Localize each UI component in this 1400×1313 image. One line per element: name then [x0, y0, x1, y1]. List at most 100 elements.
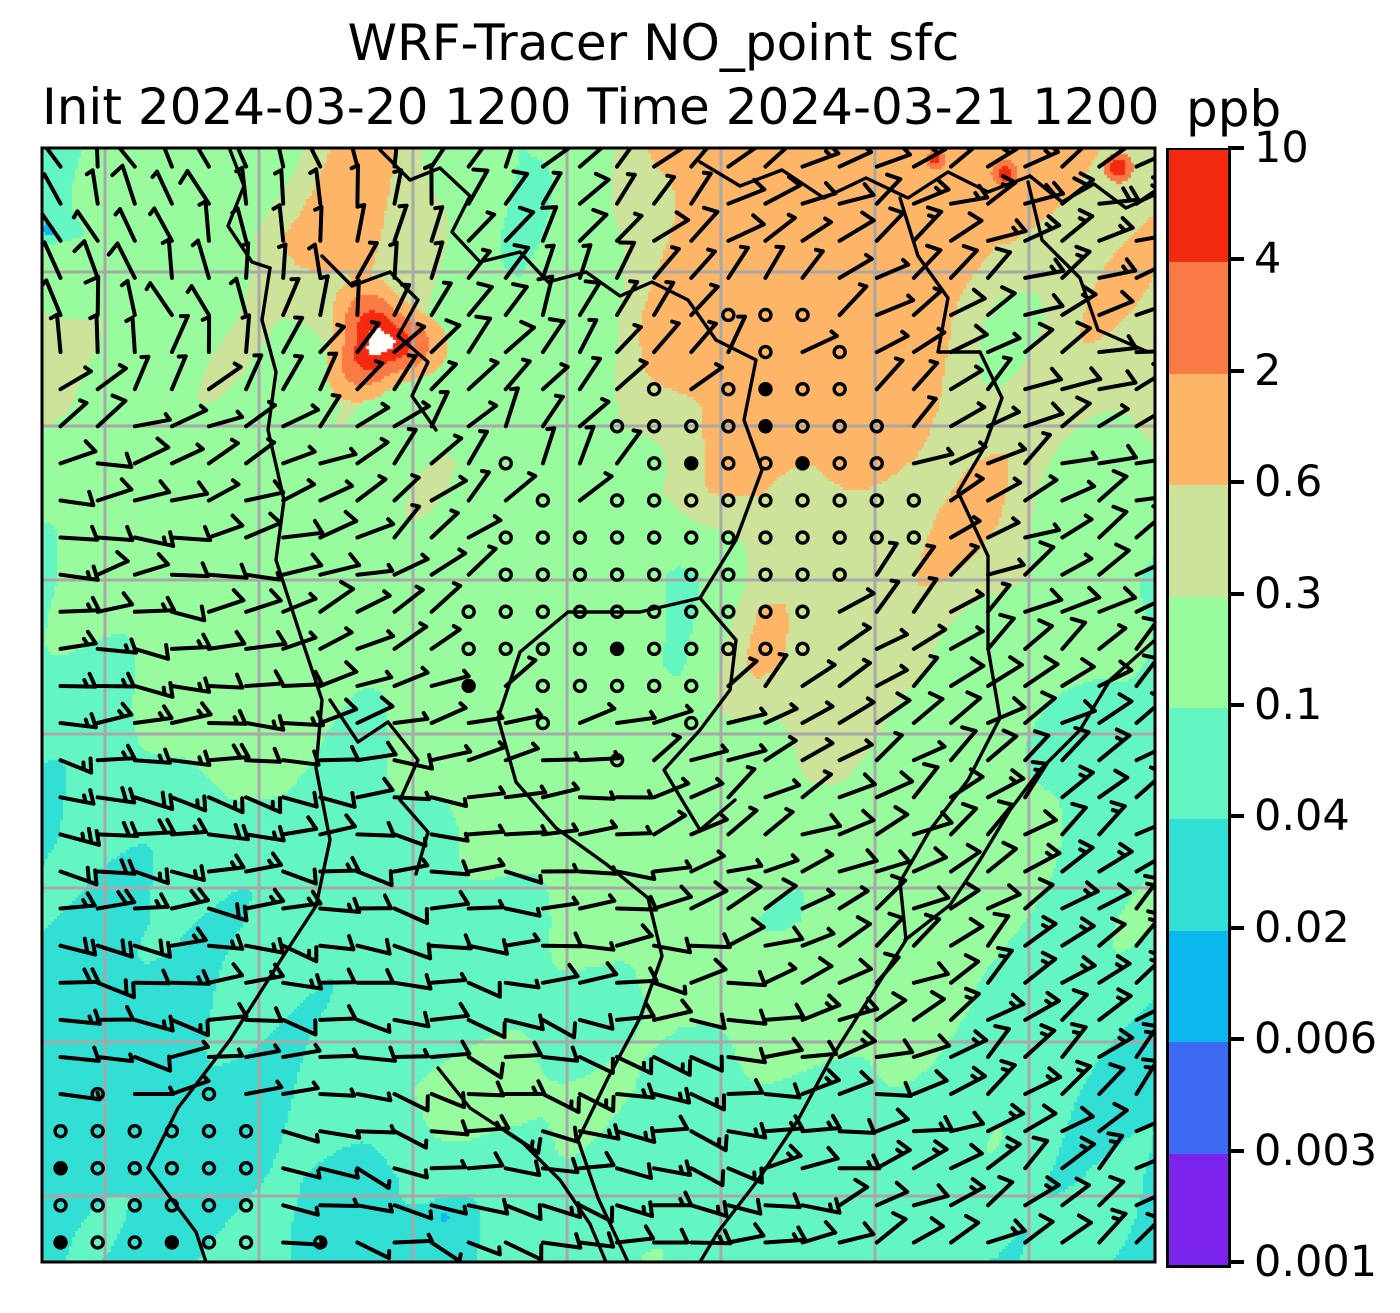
wind-barb: [615, 279, 640, 317]
wind-barb: [503, 205, 536, 243]
wind-barb: [1023, 655, 1060, 688]
wind-barb: [58, 756, 94, 775]
calm-circle: [201, 1161, 217, 1176]
wind-barb: [726, 1121, 768, 1140]
wind-barb: [949, 725, 978, 763]
wind-barb: [1023, 522, 1061, 540]
wind-barb: [84, 168, 100, 206]
calm-circle: [461, 678, 476, 694]
calm-circle: [90, 1161, 105, 1176]
wind-barb: [95, 743, 137, 763]
wind-barb: [540, 1045, 580, 1063]
wind-barb: [318, 351, 339, 392]
wind-barb: [1134, 458, 1155, 466]
wind-barb: [689, 170, 713, 206]
wind-barb: [466, 469, 491, 503]
wind-barb: [429, 433, 464, 466]
wind-barb: [652, 1055, 693, 1077]
calm-circle: [721, 604, 736, 619]
wind-barb: [540, 1201, 582, 1220]
wind-barb: [244, 1079, 284, 1096]
wind-barb: [1097, 768, 1130, 800]
wind-barb: [392, 711, 430, 725]
wind-barb: [244, 851, 284, 874]
wind-barb: [429, 1001, 470, 1022]
wind-barb: [689, 1054, 724, 1073]
wind-barb: [132, 412, 172, 429]
calm-circle: [535, 530, 551, 545]
wind-barb: [837, 1221, 876, 1245]
wind-barb: [1023, 1213, 1055, 1245]
wind-barb: [837, 182, 876, 206]
wind-barb: [503, 1159, 542, 1178]
wind-barb: [132, 704, 174, 725]
wind-barb: [986, 476, 1023, 503]
wind-barb: [350, 278, 361, 317]
chart-title: WRF-Tracer NO_point sfc: [347, 14, 960, 72]
wind-barb: [281, 790, 319, 809]
wind-barb: [726, 765, 757, 800]
wind-barb: [1097, 185, 1141, 206]
wind-barb: [503, 357, 532, 392]
wind-barb: [48, 312, 63, 355]
wind-barb: [540, 781, 580, 800]
wind-barb: [986, 612, 1016, 651]
wind-barb: [689, 1012, 727, 1031]
wind-barb: [355, 436, 390, 466]
wind-barb: [1060, 699, 1097, 725]
wind-barb: [466, 148, 486, 169]
wind-barb: [577, 355, 603, 392]
wind-barb: [95, 701, 134, 725]
calm-circle: [646, 678, 662, 694]
calm-circle: [572, 678, 588, 694]
wind-barb: [726, 244, 750, 280]
wind-barb: [244, 824, 286, 843]
wind-barb: [244, 353, 264, 392]
wind-barb: [277, 242, 288, 280]
colorbar-tick-label: 0.02: [1254, 902, 1350, 953]
wind-barb: [911, 961, 950, 985]
wind-barb: [392, 282, 412, 317]
wind-barb: [577, 471, 614, 503]
wind-barb: [726, 177, 767, 206]
wind-barb: [800, 769, 833, 800]
wind-barb: [1023, 729, 1051, 763]
wind-barb: [318, 322, 346, 355]
wind-barb: [1060, 1176, 1091, 1208]
wind-barb: [355, 203, 367, 243]
calm-circle: [572, 604, 588, 619]
wind-barb: [169, 525, 213, 543]
wind-barb: [466, 980, 502, 999]
wind-barb: [986, 355, 1013, 392]
wind-barb: [318, 479, 355, 503]
wind-barb: [169, 1039, 210, 1059]
wind-barb: [540, 1017, 578, 1040]
wind-barb: [763, 1143, 803, 1171]
wind-barb: [169, 749, 212, 767]
wind-barb: [726, 1166, 764, 1185]
wind-barb: [911, 1069, 949, 1096]
wind-barb: [652, 1114, 690, 1134]
wind-barb: [986, 174, 1018, 206]
wind-barb: [652, 980, 688, 996]
wind-barb: [1060, 616, 1088, 651]
wind-barb: [800, 1145, 840, 1171]
wind-barb: [392, 1129, 429, 1150]
wind-barb: [986, 945, 1014, 985]
wind-barb: [874, 1038, 915, 1059]
wind-barb: [355, 562, 395, 577]
wind-barb: [1060, 208, 1095, 243]
wind-barb: [429, 1158, 468, 1171]
wind-barb: [392, 1203, 434, 1221]
wind-barb: [1023, 1023, 1057, 1059]
wind-barb: [318, 1166, 360, 1180]
wind-barb: [503, 319, 536, 355]
wind-barb: [986, 285, 1017, 317]
calm-circle: [795, 456, 810, 471]
calm-circle: [164, 1161, 180, 1176]
calm-circle: [127, 1235, 142, 1250]
wind-barb: [355, 401, 391, 429]
calm-circle: [832, 567, 847, 582]
wind-barb: [763, 1114, 805, 1134]
colorbar-tick: [1228, 1260, 1244, 1264]
